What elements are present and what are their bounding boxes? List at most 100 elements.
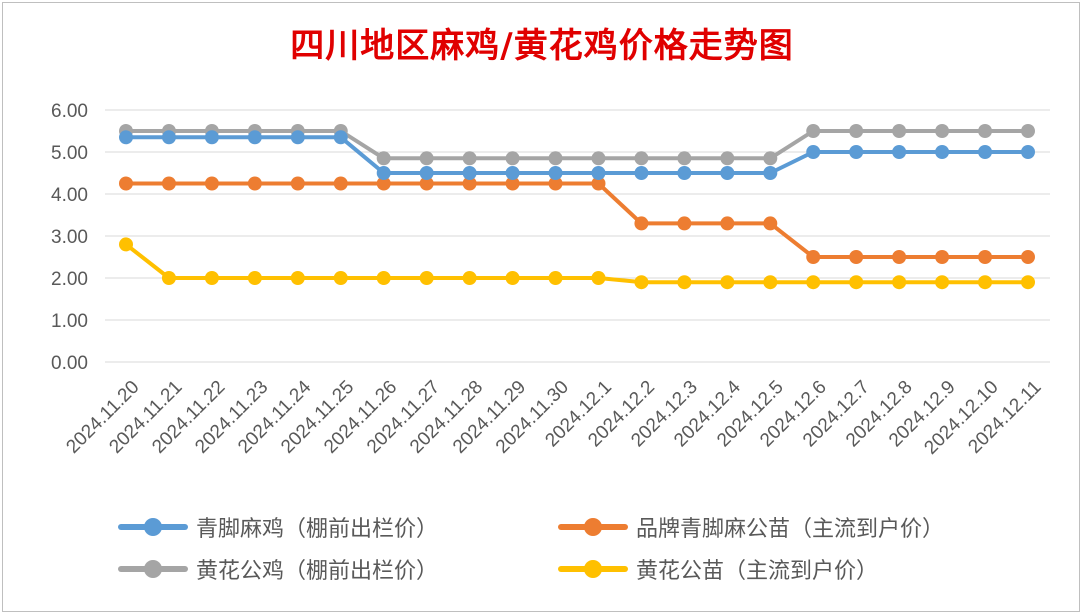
data-point bbox=[376, 271, 391, 285]
data-point bbox=[161, 130, 176, 145]
data-point bbox=[677, 166, 692, 180]
data-point bbox=[634, 216, 649, 231]
y-tick-label: 2.00 bbox=[51, 269, 88, 290]
data-point bbox=[505, 176, 520, 191]
data-point bbox=[376, 176, 391, 191]
legend-label: 品牌青脚麻公苗（主流到户价） bbox=[636, 517, 945, 542]
legend-swatch bbox=[118, 510, 188, 544]
data-point bbox=[548, 166, 563, 180]
data-point bbox=[419, 166, 434, 180]
data-point bbox=[763, 151, 778, 166]
data-point bbox=[161, 176, 176, 191]
data-point bbox=[892, 145, 907, 159]
data-point bbox=[548, 176, 563, 191]
data-point bbox=[892, 250, 907, 264]
data-point bbox=[677, 151, 692, 166]
legend-item-qingjiao-maji: 青脚麻鸡（棚前出栏价） bbox=[118, 510, 438, 544]
data-point bbox=[978, 250, 993, 264]
data-point bbox=[763, 166, 778, 180]
legend-item-huanghua-gongji: 黄花公鸡（棚前出栏价） bbox=[118, 552, 438, 586]
series-line bbox=[126, 135, 1028, 175]
data-point bbox=[505, 166, 520, 180]
legend: 青脚麻鸡（棚前出栏价） 品牌青脚麻公苗（主流到户价） 黄花公鸡（棚前出栏价） 黄… bbox=[0, 500, 1084, 610]
data-point bbox=[419, 151, 434, 166]
data-point bbox=[119, 237, 133, 252]
data-point bbox=[677, 275, 692, 290]
data-point bbox=[119, 130, 133, 145]
data-point bbox=[978, 124, 993, 138]
x-axis-ticks: 2024.11.202024.11.212024.11.222024.11.23… bbox=[62, 376, 1045, 458]
series-line bbox=[126, 181, 1028, 259]
data-point bbox=[247, 271, 262, 285]
legend-swatch bbox=[558, 510, 628, 544]
y-tick-label: 1.00 bbox=[51, 311, 88, 332]
data-point bbox=[419, 271, 434, 285]
data-point bbox=[290, 130, 305, 145]
data-point bbox=[935, 250, 950, 264]
legend-label: 青脚麻鸡（棚前出栏价） bbox=[196, 517, 439, 542]
data-point bbox=[548, 151, 563, 166]
data-point bbox=[204, 176, 219, 191]
data-point bbox=[333, 130, 348, 145]
data-point bbox=[462, 151, 477, 166]
data-point bbox=[462, 271, 477, 285]
data-point bbox=[591, 271, 606, 285]
data-point bbox=[204, 271, 219, 285]
data-point bbox=[591, 176, 606, 191]
series-line bbox=[124, 242, 1028, 285]
data-point bbox=[548, 271, 563, 285]
data-point bbox=[763, 216, 778, 231]
data-point bbox=[462, 176, 477, 191]
data-point bbox=[333, 271, 348, 285]
legend-label: 黄花公鸡（棚前出栏价） bbox=[196, 559, 439, 584]
legend-item-brand-qingjiao-gongmiao: 品牌青脚麻公苗（主流到户价） bbox=[558, 510, 944, 544]
legend-label: 黄花公苗（主流到户价） bbox=[636, 559, 879, 584]
data-point bbox=[720, 216, 735, 231]
data-point bbox=[290, 271, 305, 285]
data-point bbox=[333, 176, 348, 191]
y-tick-label: 4.00 bbox=[51, 185, 88, 206]
data-point bbox=[634, 151, 649, 166]
data-point bbox=[247, 130, 262, 145]
data-point bbox=[290, 176, 305, 191]
data-point bbox=[720, 166, 735, 180]
data-point bbox=[806, 124, 821, 138]
data-point bbox=[806, 145, 821, 159]
data-point bbox=[720, 275, 735, 290]
data-point bbox=[505, 271, 520, 285]
data-point bbox=[849, 275, 864, 290]
legend-item-huanghua-gongmiao: 黄花公苗（主流到户价） bbox=[558, 552, 878, 586]
data-point bbox=[634, 166, 649, 180]
data-point bbox=[1021, 250, 1035, 264]
data-point bbox=[849, 250, 864, 264]
data-point bbox=[505, 151, 520, 166]
data-point bbox=[806, 250, 821, 264]
line-chart: 0.00 1.00 2.00 3.00 4.00 5.00 6.00 2024.11.202… bbox=[51, 101, 1050, 459]
data-point bbox=[376, 151, 391, 166]
data-point bbox=[161, 271, 176, 285]
data-point bbox=[591, 151, 606, 166]
chart-title: 四川地区麻鸡/黄花鸡价格走势图 bbox=[290, 26, 794, 66]
data-point bbox=[849, 124, 864, 138]
data-point bbox=[978, 145, 993, 159]
data-point bbox=[204, 130, 219, 145]
gridlines bbox=[105, 109, 1050, 363]
y-tick-label: 5.00 bbox=[51, 143, 88, 164]
y-axis-ticks: 0.00 1.00 2.00 3.00 4.00 5.00 6.00 bbox=[51, 101, 88, 374]
data-point bbox=[634, 275, 649, 290]
data-point bbox=[935, 124, 950, 138]
data-point bbox=[935, 145, 950, 159]
data-point bbox=[677, 216, 692, 231]
data-point bbox=[376, 166, 391, 180]
legend-swatch bbox=[558, 552, 628, 586]
data-point bbox=[591, 166, 606, 180]
data-point bbox=[892, 124, 907, 138]
y-tick-label: 0.00 bbox=[51, 353, 88, 374]
data-point bbox=[806, 275, 821, 290]
data-point bbox=[1021, 275, 1035, 290]
data-point bbox=[247, 176, 262, 191]
series-line bbox=[126, 129, 1028, 161]
y-tick-label: 3.00 bbox=[51, 227, 88, 248]
series-lines bbox=[124, 129, 1028, 285]
